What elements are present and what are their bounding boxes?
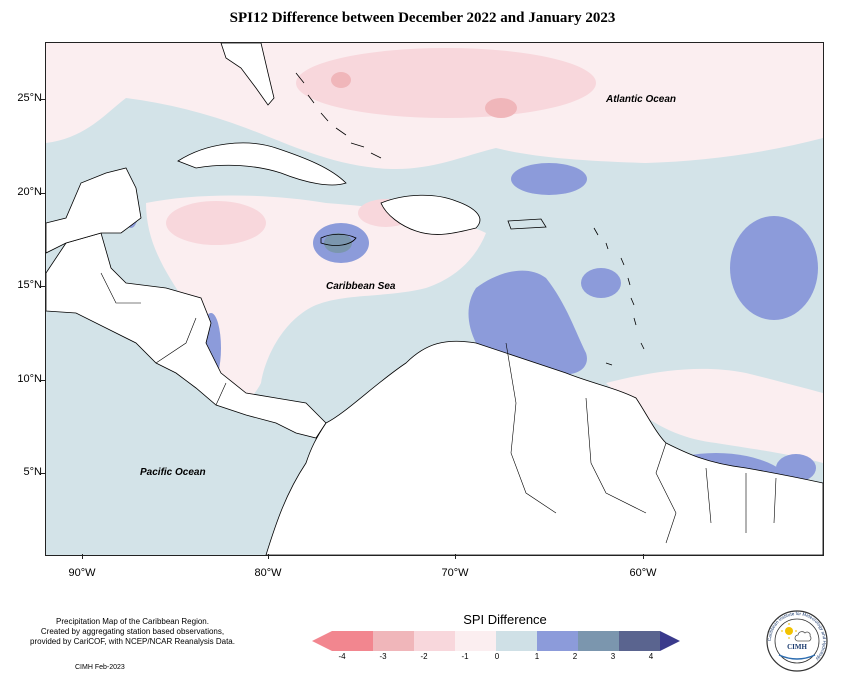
atlantic-ocean-label: Atlantic Ocean [606, 94, 677, 105]
lat-label-20n: 20°N [17, 186, 42, 198]
legend-tick-label: 4 [648, 652, 654, 661]
legend-swatch [332, 631, 373, 651]
central-pink-spot [166, 201, 266, 245]
lon-tick [643, 554, 644, 559]
jamaica-land [320, 233, 357, 246]
east-pink-zone [606, 368, 823, 463]
legend-tick-label: 1 [534, 652, 540, 661]
logo-abbreviation: CIMH [787, 643, 807, 651]
footer-note: Precipitation Map of the Caribbean Regio… [10, 617, 255, 647]
legend-swatch [619, 631, 660, 651]
lat-tick [40, 380, 45, 381]
pacific-ocean-label: Pacific Ocean [140, 467, 206, 478]
gulf-pink-zone [46, 51, 110, 114]
lat-tick [40, 99, 45, 100]
wave-icon [778, 654, 816, 660]
map-panel [45, 42, 824, 556]
caribbean-sea-label: Caribbean Sea [326, 281, 396, 292]
lon-label-60w: 60°W [629, 567, 657, 579]
lon-label-70w: 70°W [441, 567, 469, 579]
lat-label-10n: 10°N [17, 373, 42, 385]
atlantic-blue-spot-1 [511, 163, 587, 195]
legend-tick-label: 0 [494, 652, 500, 661]
cloud-icon [794, 631, 812, 642]
footer-credit: CIMH Feb-2023 [75, 664, 125, 671]
lat-label-25n: 25°N [17, 92, 42, 104]
bahamas-pink-spot [296, 48, 596, 118]
legend-tick-label: -3 [379, 652, 387, 661]
legend-colorbar [312, 631, 680, 651]
lesser-antilles [593, 227, 645, 366]
legend-swatch [578, 631, 619, 651]
legend-arrow-right [660, 631, 680, 651]
lat-tick [40, 286, 45, 287]
lat-tick [40, 473, 45, 474]
legend-swatch [414, 631, 455, 651]
legend-arrow-left [312, 631, 332, 651]
legend-swatch [455, 631, 496, 651]
map-title: SPI12 Difference between December 2022 a… [229, 10, 616, 26]
legend-title: SPI Difference [463, 612, 547, 627]
sun-icon [785, 627, 793, 635]
antilles-blue-spot [581, 268, 621, 298]
legend-tick-label: -4 [338, 652, 346, 661]
legend-swatch [496, 631, 537, 651]
atlantic-blue-spot-2 [730, 216, 818, 320]
south-america-land [265, 340, 823, 555]
country-borders [100, 272, 777, 544]
footer-note-line: provided by CariCOF, with NCEP/NCAR Rean… [30, 637, 235, 646]
footer-note-line: Precipitation Map of the Caribbean Regio… [56, 617, 209, 626]
legend-tick-label: 3 [610, 652, 616, 661]
atlantic-dark-pink-spot [485, 98, 517, 118]
sun-rays [781, 623, 797, 639]
puerto-rico-land [507, 218, 547, 230]
legend-tick-label: -1 [461, 652, 469, 661]
caribbean-blue-zone [468, 270, 587, 375]
footer-note-line: Created by aggregating station based obs… [40, 627, 225, 636]
lon-tick [82, 554, 83, 559]
lon-tick [455, 554, 456, 559]
cimh-logo: CIMH Caribbean Institute for Meteorology… [766, 610, 828, 672]
florida-land [220, 43, 275, 106]
lat-label-5n: 5°N [23, 466, 42, 478]
hispaniola-land [380, 194, 481, 235]
mexico-land [46, 167, 142, 254]
bahamas-islands [295, 72, 382, 159]
lat-label-15n: 15°N [17, 279, 42, 291]
bahamas-dark-pink-spot [331, 72, 351, 88]
caribbean-pink-zone [146, 195, 486, 402]
jamaica-dark-spot [324, 233, 352, 253]
spi-map [46, 43, 823, 555]
lon-tick [268, 554, 269, 559]
cuba-land [177, 142, 347, 186]
lat-tick [40, 193, 45, 194]
legend-swatch [373, 631, 414, 651]
legend-swatch [537, 631, 578, 651]
lon-label-80w: 80°W [254, 567, 282, 579]
legend-tick-label: 2 [572, 652, 578, 661]
legend-tick-label: -2 [420, 652, 428, 661]
lon-label-90w: 90°W [68, 567, 96, 579]
